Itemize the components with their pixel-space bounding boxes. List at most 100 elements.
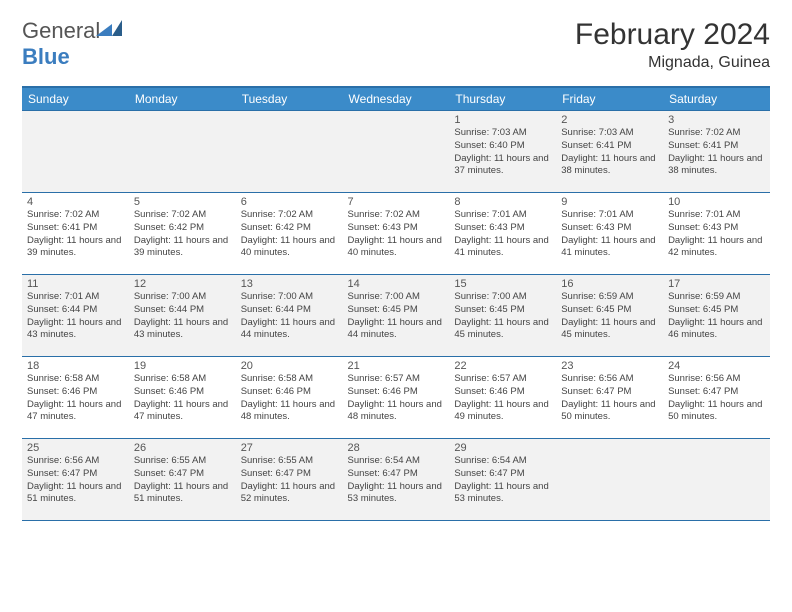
sunrise-line: Sunrise: 7:00 AM bbox=[241, 291, 338, 304]
daylight-line: Daylight: 11 hours and 37 minutes. bbox=[454, 153, 551, 179]
sunset-line: Sunset: 6:46 PM bbox=[134, 386, 231, 399]
day-number: 7 bbox=[348, 196, 445, 208]
day-number: 5 bbox=[134, 196, 231, 208]
logo-word-1: General bbox=[22, 18, 100, 43]
daylight-line: Daylight: 11 hours and 52 minutes. bbox=[241, 481, 338, 507]
day-number: 6 bbox=[241, 196, 338, 208]
sunrise-line: Sunrise: 6:59 AM bbox=[668, 291, 765, 304]
daylight-line: Daylight: 11 hours and 50 minutes. bbox=[668, 399, 765, 425]
sunrise-line: Sunrise: 7:00 AM bbox=[348, 291, 445, 304]
day-number: 11 bbox=[27, 278, 124, 290]
calendar-day: 26Sunrise: 6:55 AMSunset: 6:47 PMDayligh… bbox=[129, 439, 236, 521]
daylight-line: Daylight: 11 hours and 44 minutes. bbox=[241, 317, 338, 343]
sunset-line: Sunset: 6:41 PM bbox=[668, 140, 765, 153]
sunset-line: Sunset: 6:44 PM bbox=[241, 304, 338, 317]
sunrise-line: Sunrise: 7:00 AM bbox=[454, 291, 551, 304]
day-header: Sunday bbox=[22, 87, 129, 111]
sunset-line: Sunset: 6:47 PM bbox=[241, 468, 338, 481]
sunset-line: Sunset: 6:42 PM bbox=[241, 222, 338, 235]
day-number: 20 bbox=[241, 360, 338, 372]
sunrise-line: Sunrise: 7:02 AM bbox=[348, 209, 445, 222]
day-number: 17 bbox=[668, 278, 765, 290]
day-number: 14 bbox=[348, 278, 445, 290]
daylight-line: Daylight: 11 hours and 38 minutes. bbox=[668, 153, 765, 179]
daylight-line: Daylight: 11 hours and 47 minutes. bbox=[27, 399, 124, 425]
sunrise-line: Sunrise: 6:55 AM bbox=[241, 455, 338, 468]
day-header: Friday bbox=[556, 87, 663, 111]
day-header-row: SundayMondayTuesdayWednesdayThursdayFrid… bbox=[22, 87, 770, 111]
sunrise-line: Sunrise: 6:55 AM bbox=[134, 455, 231, 468]
calendar-day: 29Sunrise: 6:54 AMSunset: 6:47 PMDayligh… bbox=[449, 439, 556, 521]
day-header: Saturday bbox=[663, 87, 770, 111]
sunrise-line: Sunrise: 7:02 AM bbox=[134, 209, 231, 222]
day-number: 9 bbox=[561, 196, 658, 208]
calendar-day: 17Sunrise: 6:59 AMSunset: 6:45 PMDayligh… bbox=[663, 275, 770, 357]
sunrise-line: Sunrise: 6:58 AM bbox=[134, 373, 231, 386]
sunrise-line: Sunrise: 7:01 AM bbox=[561, 209, 658, 222]
calendar-empty bbox=[236, 111, 343, 193]
day-number: 26 bbox=[134, 442, 231, 454]
calendar-table: SundayMondayTuesdayWednesdayThursdayFrid… bbox=[22, 86, 770, 521]
day-number: 25 bbox=[27, 442, 124, 454]
sunset-line: Sunset: 6:41 PM bbox=[27, 222, 124, 235]
day-number: 8 bbox=[454, 196, 551, 208]
calendar-day: 13Sunrise: 7:00 AMSunset: 6:44 PMDayligh… bbox=[236, 275, 343, 357]
sunset-line: Sunset: 6:47 PM bbox=[348, 468, 445, 481]
daylight-line: Daylight: 11 hours and 42 minutes. bbox=[668, 235, 765, 261]
daylight-line: Daylight: 11 hours and 41 minutes. bbox=[561, 235, 658, 261]
day-number: 10 bbox=[668, 196, 765, 208]
sunrise-line: Sunrise: 6:59 AM bbox=[561, 291, 658, 304]
day-header: Thursday bbox=[449, 87, 556, 111]
sunrise-line: Sunrise: 7:01 AM bbox=[454, 209, 551, 222]
daylight-line: Daylight: 11 hours and 43 minutes. bbox=[134, 317, 231, 343]
logo-word-2: Blue bbox=[22, 44, 70, 69]
day-number: 29 bbox=[454, 442, 551, 454]
sunset-line: Sunset: 6:45 PM bbox=[454, 304, 551, 317]
sunset-line: Sunset: 6:43 PM bbox=[454, 222, 551, 235]
sunset-line: Sunset: 6:47 PM bbox=[27, 468, 124, 481]
calendar-day: 1Sunrise: 7:03 AMSunset: 6:40 PMDaylight… bbox=[449, 111, 556, 193]
day-number: 22 bbox=[454, 360, 551, 372]
sunset-line: Sunset: 6:47 PM bbox=[668, 386, 765, 399]
sunset-line: Sunset: 6:43 PM bbox=[348, 222, 445, 235]
sunrise-line: Sunrise: 6:56 AM bbox=[561, 373, 658, 386]
day-number: 3 bbox=[668, 114, 765, 126]
day-number: 15 bbox=[454, 278, 551, 290]
logo-flag-icon bbox=[96, 18, 122, 38]
day-number: 16 bbox=[561, 278, 658, 290]
sunset-line: Sunset: 6:40 PM bbox=[454, 140, 551, 153]
logo: General Blue bbox=[22, 18, 122, 70]
calendar-day: 12Sunrise: 7:00 AMSunset: 6:44 PMDayligh… bbox=[129, 275, 236, 357]
sunrise-line: Sunrise: 6:54 AM bbox=[454, 455, 551, 468]
calendar-day: 15Sunrise: 7:00 AMSunset: 6:45 PMDayligh… bbox=[449, 275, 556, 357]
calendar-day: 14Sunrise: 7:00 AMSunset: 6:45 PMDayligh… bbox=[343, 275, 450, 357]
daylight-line: Daylight: 11 hours and 38 minutes. bbox=[561, 153, 658, 179]
daylight-line: Daylight: 11 hours and 40 minutes. bbox=[241, 235, 338, 261]
calendar-day: 19Sunrise: 6:58 AMSunset: 6:46 PMDayligh… bbox=[129, 357, 236, 439]
sunrise-line: Sunrise: 7:01 AM bbox=[668, 209, 765, 222]
daylight-line: Daylight: 11 hours and 40 minutes. bbox=[348, 235, 445, 261]
daylight-line: Daylight: 11 hours and 45 minutes. bbox=[561, 317, 658, 343]
calendar-day: 9Sunrise: 7:01 AMSunset: 6:43 PMDaylight… bbox=[556, 193, 663, 275]
sunrise-line: Sunrise: 7:02 AM bbox=[668, 127, 765, 140]
calendar-day: 6Sunrise: 7:02 AMSunset: 6:42 PMDaylight… bbox=[236, 193, 343, 275]
day-header: Monday bbox=[129, 87, 236, 111]
day-number: 13 bbox=[241, 278, 338, 290]
sunset-line: Sunset: 6:47 PM bbox=[134, 468, 231, 481]
daylight-line: Daylight: 11 hours and 44 minutes. bbox=[348, 317, 445, 343]
sunrise-line: Sunrise: 6:56 AM bbox=[668, 373, 765, 386]
daylight-line: Daylight: 11 hours and 53 minutes. bbox=[454, 481, 551, 507]
sunrise-line: Sunrise: 6:54 AM bbox=[348, 455, 445, 468]
daylight-line: Daylight: 11 hours and 51 minutes. bbox=[134, 481, 231, 507]
calendar-day: 24Sunrise: 6:56 AMSunset: 6:47 PMDayligh… bbox=[663, 357, 770, 439]
sunset-line: Sunset: 6:43 PM bbox=[668, 222, 765, 235]
day-number: 28 bbox=[348, 442, 445, 454]
day-number: 21 bbox=[348, 360, 445, 372]
calendar-week: 25Sunrise: 6:56 AMSunset: 6:47 PMDayligh… bbox=[22, 439, 770, 521]
sunrise-line: Sunrise: 7:00 AM bbox=[134, 291, 231, 304]
page-title: February 2024 bbox=[575, 18, 770, 52]
calendar-day: 16Sunrise: 6:59 AMSunset: 6:45 PMDayligh… bbox=[556, 275, 663, 357]
calendar-body: 1Sunrise: 7:03 AMSunset: 6:40 PMDaylight… bbox=[22, 111, 770, 521]
day-number: 23 bbox=[561, 360, 658, 372]
calendar-day: 25Sunrise: 6:56 AMSunset: 6:47 PMDayligh… bbox=[22, 439, 129, 521]
